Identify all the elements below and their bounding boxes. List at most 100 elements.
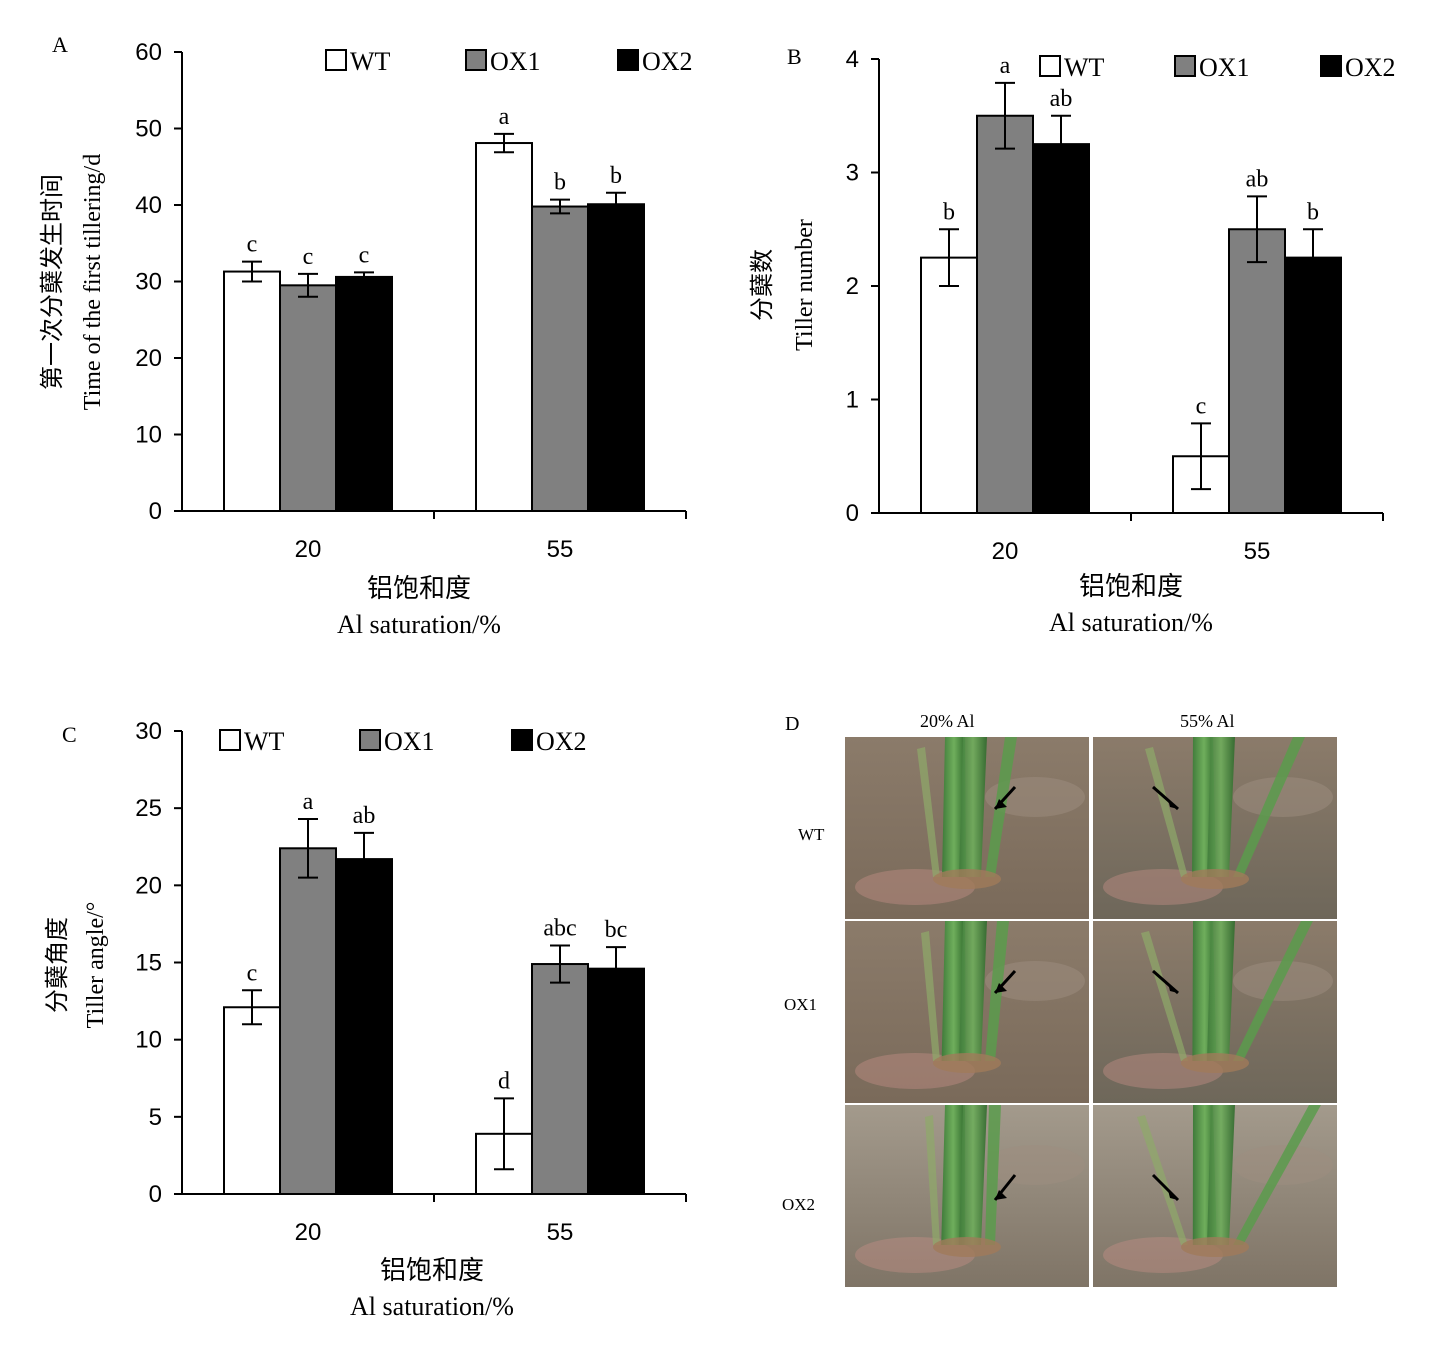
photo-column-label: 55% Al <box>1180 711 1235 731</box>
x-axis-label-cn: 铝饱和度 <box>367 574 471 603</box>
significance-letter: bc <box>605 917 628 943</box>
significance-letter: ab <box>1246 166 1269 192</box>
x-tick-label: 55 <box>547 1219 574 1246</box>
plant-photo-ox2-55 <box>1093 1105 1337 1287</box>
legend-label: OX1 <box>384 727 435 756</box>
photo-column-label: 20% Al <box>920 711 975 731</box>
x-axis-label-en: Al saturation/% <box>350 1292 514 1321</box>
significance-letter: a <box>499 104 510 130</box>
significance-letter: abc <box>543 916 576 942</box>
y-tick-label: 0 <box>846 500 859 527</box>
panel-d-letter: D <box>785 713 800 735</box>
y-tick-label: 20 <box>135 872 162 899</box>
significance-letter: b <box>1307 199 1319 225</box>
legend-label: WT <box>244 727 285 756</box>
x-tick-label: 20 <box>992 538 1019 565</box>
significance-letter: c <box>1196 393 1207 419</box>
legend-label: OX2 <box>1345 53 1396 82</box>
plant-photo-ox1-55 <box>1093 921 1337 1103</box>
bar-ox1 <box>279 284 337 513</box>
chart-panel-c: C 0 5 10 15 20 25 30 20 c a ab 55 d abc bc WT OX1 OX2 分蘖角度 T… <box>44 718 687 1321</box>
plant-photo-ox1-20 <box>845 921 1089 1103</box>
significance-letter: a <box>1000 53 1011 79</box>
y-tick-label: 50 <box>135 116 162 143</box>
significance-letter: d <box>498 1068 510 1094</box>
chart-panel-a: A 0 10 20 30 40 50 60 20 c c c 55 a b b WT OX1 OX2 第一次分蘖发生时… <box>39 32 693 639</box>
y-tick-label: 1 <box>846 387 859 414</box>
y-axis-label-cn: 第一次分蘖发生时间 <box>39 174 66 390</box>
legend-label: WT <box>1064 53 1105 82</box>
significance-letter: ab <box>1050 86 1073 112</box>
x-axis-label-en: Al saturation/% <box>1049 608 1213 637</box>
y-tick-label: 4 <box>846 46 859 73</box>
photo-row-label: WT <box>798 825 825 844</box>
bar-ox1 <box>1228 228 1286 514</box>
significance-letter: ab <box>353 803 376 829</box>
chart-panel-b: B 0 1 2 3 4 20 b a ab 55 c ab b WT OX1 OX2 分蘖数 Tiller numb… <box>749 44 1396 637</box>
legend-label: OX1 <box>1199 53 1250 82</box>
significance-letter: c <box>359 242 370 268</box>
y-tick-label: 40 <box>135 192 162 219</box>
y-tick-label: 5 <box>149 1104 162 1131</box>
photo-row-label: OX1 <box>784 995 818 1014</box>
legend-label: OX2 <box>642 47 693 76</box>
y-tick-label: 3 <box>846 160 859 187</box>
panel-letter: B <box>787 44 802 69</box>
bar-ox1 <box>976 114 1034 514</box>
bar-ox2 <box>587 967 645 1195</box>
legend-swatch-ox2 <box>511 729 533 751</box>
bar-ox2 <box>335 858 393 1195</box>
bar-ox1 <box>279 847 337 1195</box>
legend-label: OX2 <box>536 727 587 756</box>
bar-wt <box>920 256 978 514</box>
significance-letter: b <box>943 199 955 225</box>
legend-swatch-ox1 <box>1174 55 1196 77</box>
panel-d-photo-grid: D 20% Al 55% Al WT OX1 OX2 <box>780 705 1400 1305</box>
bar-ox2 <box>1284 256 1342 514</box>
x-axis-label-cn: 铝饱和度 <box>1079 572 1183 601</box>
panel-letter: C <box>62 722 77 747</box>
x-tick-label: 20 <box>295 1219 322 1246</box>
bar-wt <box>475 142 533 512</box>
y-tick-label: 30 <box>135 269 162 296</box>
significance-letter: b <box>610 163 622 189</box>
legend-swatch-wt <box>325 49 347 71</box>
plant-photo-wt-55 <box>1093 737 1337 919</box>
y-tick-label: 10 <box>135 1027 162 1054</box>
significance-letter: c <box>247 960 258 986</box>
panel-letter: A <box>52 32 68 57</box>
bar-ox2 <box>335 275 393 512</box>
legend-label: OX1 <box>490 47 541 76</box>
x-axis-label-en: Al saturation/% <box>337 610 501 639</box>
y-axis-label-en: Tiller number <box>792 219 818 351</box>
y-axis-label-en: Tiller angle/° <box>83 902 109 1029</box>
bar-ox2 <box>587 203 645 513</box>
legend-swatch-wt <box>1039 55 1061 77</box>
y-tick-label: 15 <box>135 950 162 977</box>
legend-swatch-ox2 <box>617 49 639 71</box>
y-tick-label: 25 <box>135 795 162 822</box>
x-axis-label-cn: 铝饱和度 <box>380 1256 484 1285</box>
legend-swatch-ox1 <box>465 49 487 71</box>
y-tick-label: 2 <box>846 273 859 300</box>
y-tick-label: 0 <box>149 498 162 525</box>
y-axis-label-en: Time of the first tillering/d <box>80 154 106 410</box>
plant-photo-wt-20 <box>845 737 1089 919</box>
bar-ox1 <box>531 963 589 1195</box>
y-tick-label: 20 <box>135 345 162 372</box>
x-tick-label: 20 <box>295 536 322 563</box>
bar-wt <box>223 1006 281 1195</box>
y-axis-label-cn: 分蘖数 <box>749 249 776 321</box>
significance-letter: c <box>303 244 314 270</box>
bar-ox1 <box>531 205 589 512</box>
plant-photo-ox2-20 <box>845 1105 1089 1287</box>
legend-swatch-ox1 <box>359 729 381 751</box>
legend-label: WT <box>350 47 391 76</box>
y-tick-label: 30 <box>135 718 162 745</box>
legend-swatch-ox2 <box>1320 55 1342 77</box>
y-axis-label-cn: 分蘖角度 <box>44 917 71 1013</box>
y-tick-label: 60 <box>135 39 162 66</box>
significance-letter: b <box>554 170 566 196</box>
bar-ox2 <box>1032 143 1090 514</box>
